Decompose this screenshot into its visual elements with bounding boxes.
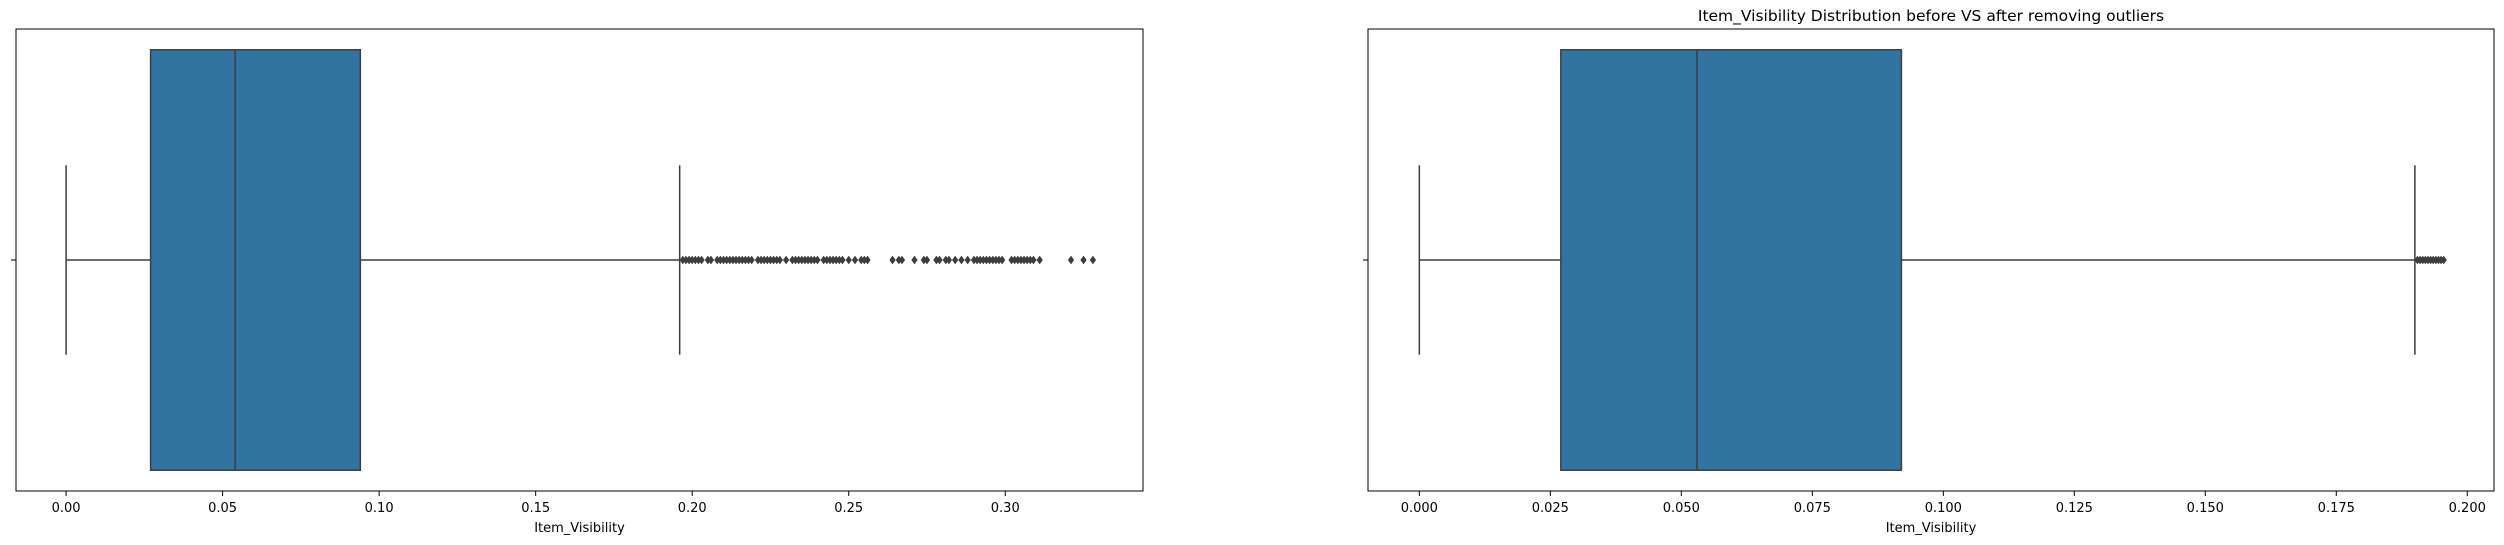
chart0-x-tick-label: 0.15 [521,501,550,516]
chart0-outlier-point [951,255,959,265]
chart0-box [149,49,362,471]
chart0-outlier-point [782,255,790,265]
boxplot-after: 0.000 0.025 0.050 0.075 0.100 0.125 0.150 0.175… [1363,28,2495,536]
chart0-outlier-point [936,255,943,265]
chart0-outlier-point [851,255,859,265]
chart1-x-tick-label: 0.025 [1532,501,1569,516]
chart1-x-tick-label: 0.000 [1401,501,1438,516]
chart0-x-tick-label: 0.00 [52,501,81,516]
chart0-outlier-point [898,255,906,265]
chart0-outlier-point [1080,255,1087,265]
chart0-x-tick-label: 0.30 [991,501,1020,516]
chart1-x-tick-label: 0.100 [1925,501,1962,516]
chart0-x-tick-label: 0.25 [834,501,863,516]
chart1-x-axis-label: Item_Visibility [1886,521,1977,536]
chart-title: Item_Visibility Distribution before VS a… [1698,7,2164,26]
chart0-outlier-point [698,255,705,265]
chart0-x-tick-label: 0.10 [365,501,394,516]
chart0-outlier-point [1036,255,1043,265]
chart1-outlier-point [2440,255,2447,265]
boxplot-before: 0.00 0.05 0.10 0.15 0.20 0.25 0.30 Item_Visibil… [11,28,1144,536]
chart0-outlier-point [911,255,918,265]
chart0-outlier-point [839,255,846,265]
chart0-outlier-point [945,255,953,265]
chart0-outlier-point [958,255,965,265]
chart1-box [1560,49,1903,471]
chart0-outlier-point [748,255,755,265]
chart0-outlier-point [998,255,1006,265]
chart1-x-tick-label: 0.125 [2056,501,2093,516]
chart0-outlier-point [1067,255,1075,265]
chart0-outlier-point [776,255,784,265]
chart0-outlier-point [707,255,715,265]
chart0-x-axis-label: Item_Visibility [534,521,625,536]
chart1-x-tick-label: 0.075 [1794,501,1831,516]
chart1-x-tick-label: 0.150 [2187,501,2224,516]
chart0-outlier-point [1030,255,1037,265]
chart0-outlier-point [923,255,931,265]
chart1-x-tick-label: 0.175 [2318,501,2355,516]
chart0-outlier-point [845,255,852,265]
chart0-outlier-point [814,255,821,265]
chart0-outlier-point [1089,255,1097,265]
chart1-x-tick-label: 0.050 [1663,501,1700,516]
chart1-x-tick-label: 0.200 [2449,501,2486,516]
chart0-x-tick-label: 0.05 [208,501,237,516]
chart0-outlier-point [864,255,871,265]
chart0-outlier-point [964,255,971,265]
chart0-outlier-point [889,255,896,265]
chart0-x-tick-label: 0.20 [678,501,707,516]
